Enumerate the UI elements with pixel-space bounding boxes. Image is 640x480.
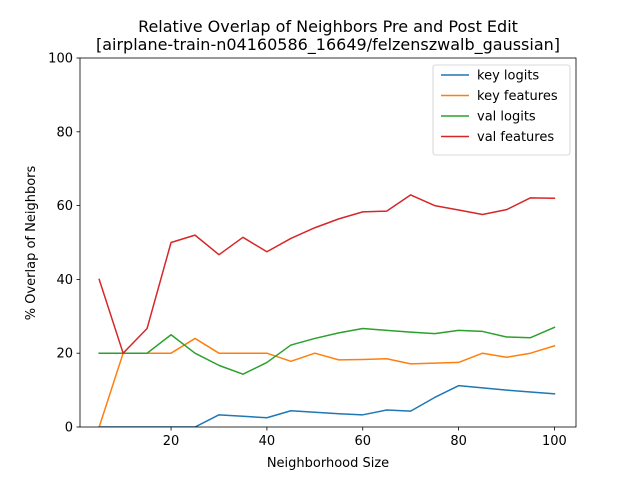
y-tick-label: 100: [48, 52, 73, 67]
x-tick-label: 40: [259, 434, 276, 449]
x-tick-label: 80: [450, 434, 467, 449]
legend: key logits key features val logits val feat…: [432, 64, 571, 156]
y-axis-label: % Overlap of Neighbors: [24, 166, 39, 321]
series-line-val-features: [98, 194, 556, 354]
series-group: [98, 194, 556, 427]
x-tick-label: 60: [354, 434, 371, 449]
legend-label-val-features: val features: [477, 130, 554, 145]
legend-label-val-logits: val logits: [477, 110, 536, 125]
x-tick-label: 20: [163, 434, 180, 449]
legend-label-key-features: key features: [477, 89, 558, 104]
plot-area: 20 40 60 80 100 0 20 40 60 80 100: [48, 52, 577, 449]
series-line-val-logits: [98, 326, 556, 375]
legend-label-key-logits: key logits: [477, 69, 539, 84]
y-tick-label: 60: [56, 199, 73, 214]
y-tick-label: 40: [56, 273, 73, 288]
x-tick-label: 100: [542, 434, 567, 449]
legend-box: [432, 64, 571, 156]
x-axis-label: Neighborhood Size: [267, 456, 389, 471]
y-tick-label: 20: [56, 347, 73, 362]
series-line-key-features: [98, 337, 556, 427]
y-tick-label: 80: [56, 125, 73, 140]
chart-title: Relative Overlap of Neighbors Pre and Po…: [138, 17, 518, 36]
y-tick-label: 0: [65, 421, 73, 436]
axes-frame: [79, 57, 577, 428]
series-line-key-logits: [98, 384, 556, 427]
chart-subtitle: [airplane-train-n04160586_16649/felzensz…: [96, 35, 560, 55]
